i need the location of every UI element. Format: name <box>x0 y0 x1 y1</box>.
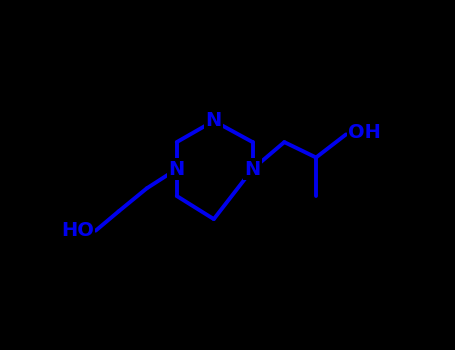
Text: N: N <box>169 160 185 178</box>
Text: HO: HO <box>61 221 94 240</box>
Text: N: N <box>206 111 222 131</box>
Text: OH: OH <box>348 123 381 142</box>
Text: N: N <box>244 160 261 178</box>
